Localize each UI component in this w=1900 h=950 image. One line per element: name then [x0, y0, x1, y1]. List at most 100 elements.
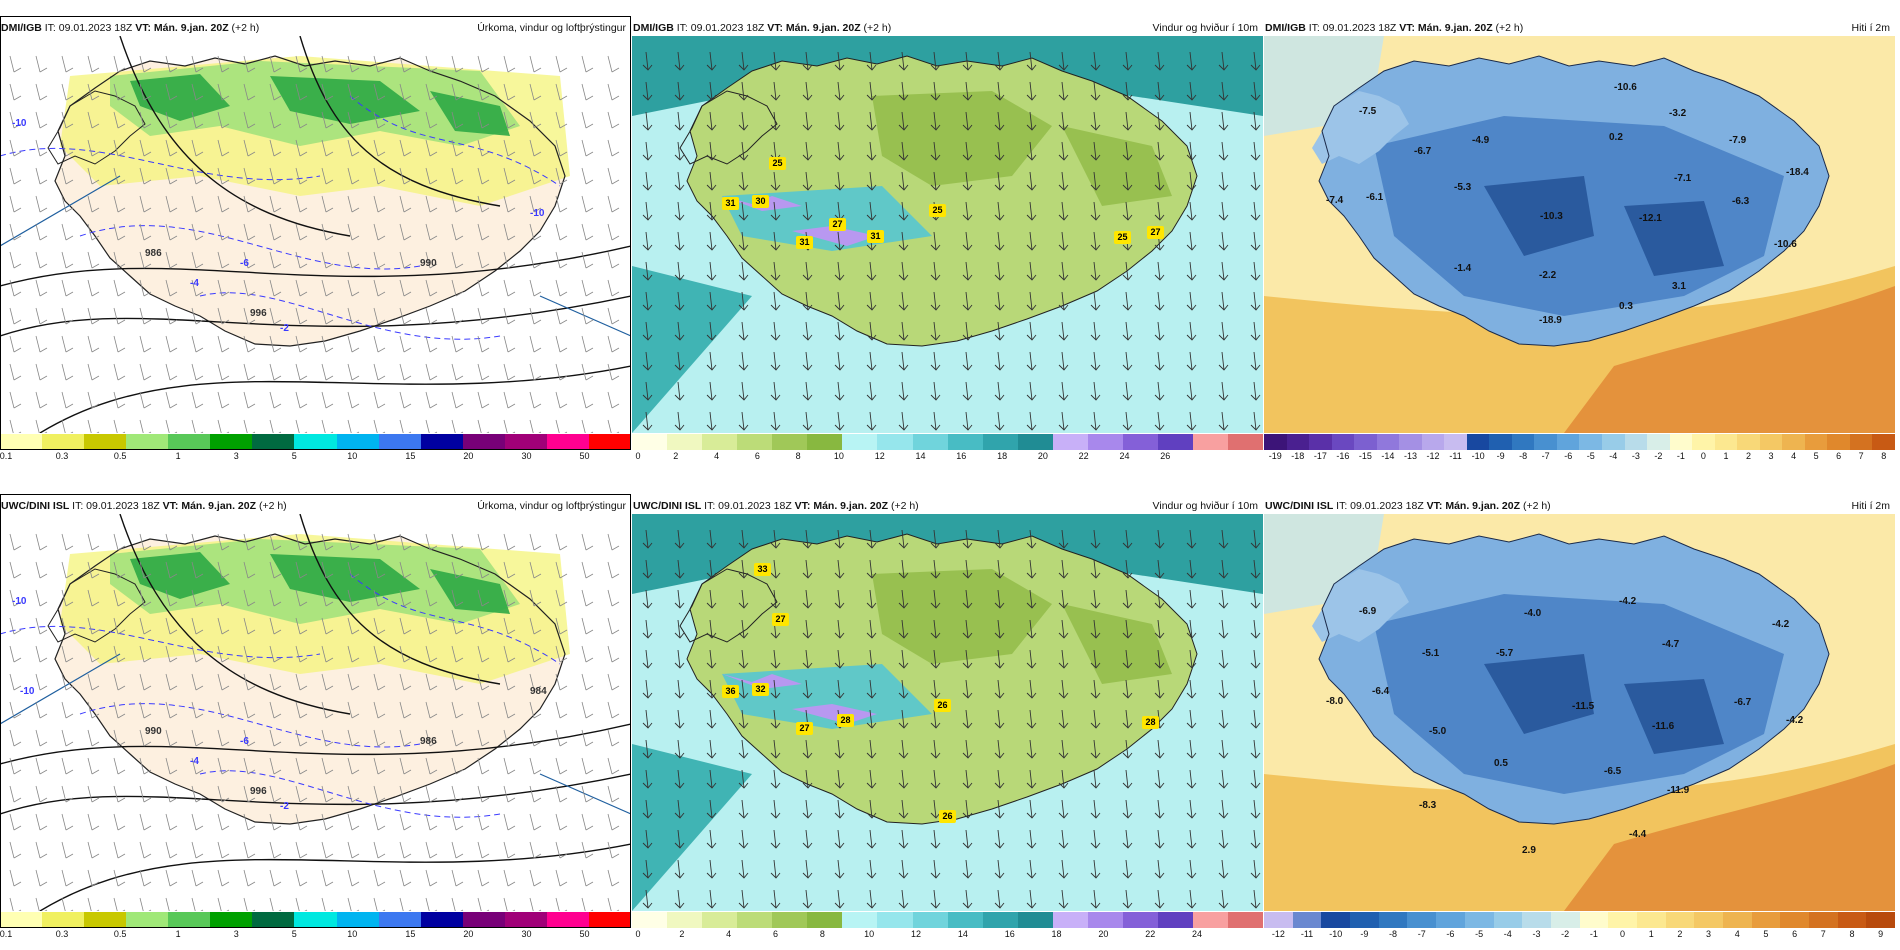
- gust-max-label: 26: [934, 699, 951, 712]
- colorbar-swatch: [702, 912, 738, 928]
- colorbar-tick-label: 12: [874, 451, 885, 461]
- colorbar-tick-label: -7: [1541, 451, 1550, 461]
- issue-time: IT: 09.01.2023 18Z: [676, 22, 765, 34]
- colorbar-swatch: [1087, 434, 1123, 450]
- model-name: DMI/IGB: [633, 22, 674, 34]
- isoline-label: -2: [280, 801, 289, 812]
- temperature-label: -6.7: [1414, 146, 1432, 157]
- colorbar-tick-label: 5: [291, 929, 297, 939]
- colorbar-swatch: [772, 434, 808, 450]
- isoline-label: -6: [240, 736, 249, 747]
- colorbar-tick-label: 2: [673, 451, 679, 461]
- colorbar-tick-label: 6: [1836, 451, 1842, 461]
- colorbar-swatch: [546, 912, 589, 928]
- colorbar-tick-label: 8: [1881, 451, 1887, 461]
- panel-header: UWC/DINI ISL IT: 09.01.2023 18Z VT: Mán.…: [632, 498, 1263, 514]
- colorbar-tick-label: 1: [1723, 451, 1729, 461]
- colorbar: [1264, 912, 1896, 928]
- colorbar-swatch: [667, 912, 703, 928]
- colorbar-swatch: [1193, 912, 1229, 928]
- colorbar-swatch: [0, 912, 43, 928]
- colorbar-tick-label: -4: [1503, 929, 1512, 939]
- colorbar-swatch: [420, 434, 463, 450]
- colorbar-tick-label: 20: [463, 929, 474, 939]
- colorbar-swatch: [1493, 912, 1523, 928]
- colorbar-tick-label: 4: [714, 451, 720, 461]
- panel-header: UWC/DINI ISL IT: 09.01.2023 18Z VT: Mán.…: [1264, 498, 1895, 514]
- colorbar-tick-label: 5: [1813, 451, 1819, 461]
- iceland-map-graphic: [1264, 36, 1895, 433]
- temperature-label: -11.9: [1667, 785, 1690, 796]
- temperature-label: -6.4: [1372, 686, 1390, 697]
- temp-map: -10.6 -7.5 -3.2 -4.9 -6.7 0.2 -7.9 -7.1 -18.4 -5.…: [1264, 36, 1895, 433]
- colorbar-swatch: [807, 912, 843, 928]
- colorbar-tick-label: 18: [997, 451, 1008, 461]
- colorbar-tick-label: 0: [635, 451, 641, 461]
- colorbar-swatch: [947, 434, 983, 450]
- colorbar-swatch: [632, 434, 668, 450]
- colorbar-swatch: [1286, 434, 1310, 450]
- valid-time: VT: Mán. 9.jan. 20Z: [767, 22, 861, 34]
- colorbar-swatch: [1122, 912, 1158, 928]
- valid-time: VT: Mán. 9.jan. 20Z: [1426, 500, 1521, 512]
- colorbar-swatch: [1378, 912, 1408, 928]
- temperature-label: -18.4: [1786, 167, 1809, 178]
- colorbar-tick-label: 0.3: [55, 929, 69, 939]
- iceland-map-graphic: -10 -6 -4 -2 986 996 990 -10: [0, 36, 631, 433]
- temperature-label: -6.7: [1734, 697, 1752, 708]
- colorbar-swatch: [772, 912, 808, 928]
- temperature-label: -11.6: [1652, 721, 1675, 732]
- colorbar-ticks: -12 -11 -10 -9 -8 -7 -6 -5 -4 -3 -2 -1 0 1 2 3 4 5 6 7 8 9: [1264, 929, 1895, 941]
- isoline-label: 996: [250, 308, 267, 319]
- isoline-label: -10: [12, 596, 27, 607]
- temperature-label: -10.3: [1540, 211, 1563, 222]
- colorbar-tick-label: 22: [1145, 929, 1156, 939]
- colorbar-swatch: [1837, 912, 1867, 928]
- colorbar-tick-label: 3: [1768, 451, 1774, 461]
- colorbar-swatch: [42, 434, 85, 450]
- colorbar-tick-label: 15: [405, 451, 416, 461]
- colorbar-tick-label: 20: [1037, 451, 1048, 461]
- colorbar-tick-label: -2: [1654, 451, 1663, 461]
- colorbar-tick-label: 3: [233, 929, 239, 939]
- gust-max-label: 27: [772, 613, 789, 626]
- temperature-label: -7.1: [1674, 173, 1692, 184]
- issue-time: IT: 09.01.2023 18Z: [44, 22, 133, 34]
- colorbar-tick-label: -10: [1471, 451, 1485, 461]
- colorbar-swatch: [947, 912, 983, 928]
- colorbar-tick-label: -1: [1589, 929, 1598, 939]
- colorbar: [632, 912, 1264, 928]
- colorbar-tick-label: 4: [1791, 451, 1797, 461]
- colorbar-tick-label: 0: [1620, 929, 1626, 939]
- colorbar: [0, 434, 631, 450]
- colorbar-tick-label: -2: [1561, 929, 1570, 939]
- valid-time: VT: Mán. 9.jan. 20Z: [162, 500, 257, 512]
- colorbar-swatch: [546, 434, 589, 450]
- colorbar-swatch: [588, 434, 631, 450]
- temperature-label: -11.5: [1572, 701, 1595, 712]
- temperature-label: -4.2: [1772, 619, 1790, 630]
- colorbar-tick-label: 0: [635, 929, 641, 939]
- colorbar-tick-label: 26: [1160, 451, 1171, 461]
- colorbar-tick-label: 3: [233, 451, 239, 461]
- colorbar-swatch: [1157, 912, 1193, 928]
- valid-time: VT: Mán. 9.jan. 20Z: [135, 22, 229, 34]
- wind-map: 25 31 30 27 31 31 25 25 27: [632, 36, 1263, 433]
- colorbar-swatch: [336, 912, 379, 928]
- colorbar-tick-label: 8: [819, 929, 825, 939]
- colorbar-tick-label: 1: [1648, 929, 1654, 939]
- colorbar-tick-label: 5: [1763, 929, 1769, 939]
- temperature-label: -6.3: [1732, 196, 1750, 207]
- colorbar-swatch: [1264, 912, 1293, 928]
- colorbar-swatch: [1636, 912, 1666, 928]
- gust-max-label: 33: [754, 563, 771, 576]
- colorbar-swatch: [1665, 912, 1695, 928]
- temperature-label: -6.5: [1604, 766, 1622, 777]
- gust-max-label: 32: [752, 683, 769, 696]
- isoline-label: -10: [530, 208, 545, 219]
- colorbar-swatch: [126, 434, 169, 450]
- isoline-label: -6: [240, 258, 249, 269]
- issue-time: IT: 09.01.2023 18Z: [704, 500, 792, 512]
- colorbar-swatch: [1017, 434, 1053, 450]
- colorbar-swatch: [1052, 434, 1088, 450]
